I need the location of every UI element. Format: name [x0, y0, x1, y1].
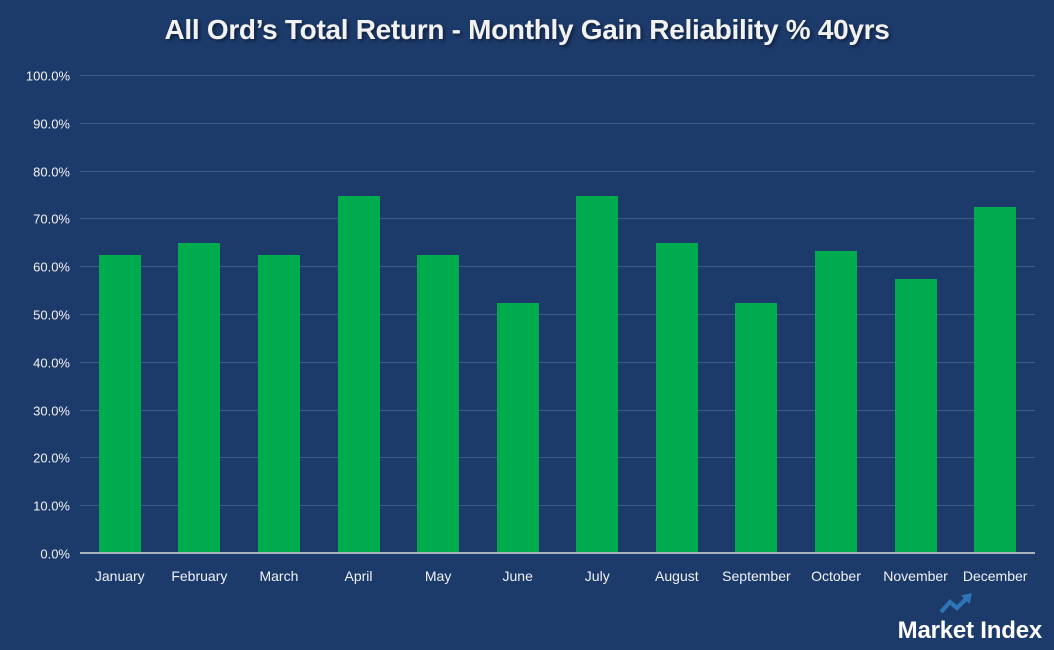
bar-slot-october [796, 76, 876, 554]
gridline-30 [80, 409, 1035, 411]
gridline-20 [80, 457, 1035, 459]
gridline-40 [80, 361, 1035, 363]
bar-slot-february [160, 76, 240, 554]
x-tick-label-june: June [502, 568, 533, 584]
y-tick-label-90: 90.0% [33, 116, 70, 132]
y-tick-label-50: 50.0% [33, 307, 70, 323]
x-tick-label-december: December [962, 568, 1028, 584]
x-tick-label-november: November [883, 568, 948, 584]
gridline-60 [80, 266, 1035, 268]
y-tick-label-80: 80.0% [33, 164, 70, 180]
y-tick-label-60: 60.0% [33, 259, 70, 275]
x-tick-label-august: August [655, 568, 699, 584]
bar-january [98, 255, 141, 554]
y-tick-label-10: 10.0% [33, 498, 70, 514]
bar-slot-may [398, 76, 478, 554]
bar-slot-november [876, 76, 956, 554]
bar-december [974, 207, 1017, 554]
x-tick-label-april: April [344, 568, 373, 584]
bar-february [178, 243, 221, 554]
bar-slot-july [557, 76, 637, 554]
bar-june [496, 303, 539, 554]
bar-april [337, 195, 380, 554]
bar-september [735, 303, 778, 554]
bar-november [894, 279, 937, 554]
plot-area [80, 75, 1035, 554]
gridline-90 [80, 122, 1035, 124]
y-tick-label-0: 0.0% [40, 546, 70, 562]
bar-series [80, 76, 1035, 554]
gridline-80 [80, 170, 1035, 172]
x-tick-label-february: February [171, 568, 228, 584]
x-tick-label-january: January [94, 568, 145, 584]
x-tick-label-may: May [424, 568, 452, 584]
x-tick-label-september: September [722, 568, 791, 584]
gridline-100 [80, 75, 1035, 76]
bar-july [576, 195, 619, 554]
x-tick-label-march: March [259, 568, 299, 584]
logo-text: Market Index [897, 617, 1043, 644]
bar-slot-june [478, 76, 558, 554]
gridline-10 [80, 505, 1035, 507]
gridline-70 [80, 218, 1035, 220]
market-index-logo: Market Index [898, 591, 1042, 644]
y-tick-label-70: 70.0% [33, 211, 70, 227]
trend-up-arrow-icon [939, 593, 972, 614]
x-axis-line [80, 552, 1035, 554]
bar-march [257, 255, 300, 554]
y-tick-label-30: 30.0% [33, 403, 70, 419]
x-tick-label-july: July [584, 568, 610, 584]
chart-title: All Ord’s Total Return - Monthly Gain Re… [164, 14, 890, 45]
x-tick-label-october: October [811, 568, 861, 584]
bar-slot-january [80, 76, 160, 554]
bar-slot-december [955, 76, 1035, 554]
bar-slot-august [637, 76, 717, 554]
x-axis-labels: January February March April May June July Augu… [80, 566, 1035, 586]
y-tick-label-20: 20.0% [33, 450, 70, 466]
bar-october [814, 250, 857, 554]
bar-slot-april [319, 76, 399, 554]
bar-slot-september [717, 76, 797, 554]
bar-slot-march [239, 76, 319, 554]
bar-august [655, 243, 698, 554]
gridline-50 [80, 314, 1035, 315]
y-tick-label-40: 40.0% [33, 355, 70, 371]
y-axis-labels: 0.0% 10.0% 20.0% 30.0% 40.0% 50.0% 60.0% 70.0% 8… [0, 70, 70, 561]
y-tick-label-100: 100.0% [25, 68, 70, 84]
bar-may [417, 255, 460, 554]
